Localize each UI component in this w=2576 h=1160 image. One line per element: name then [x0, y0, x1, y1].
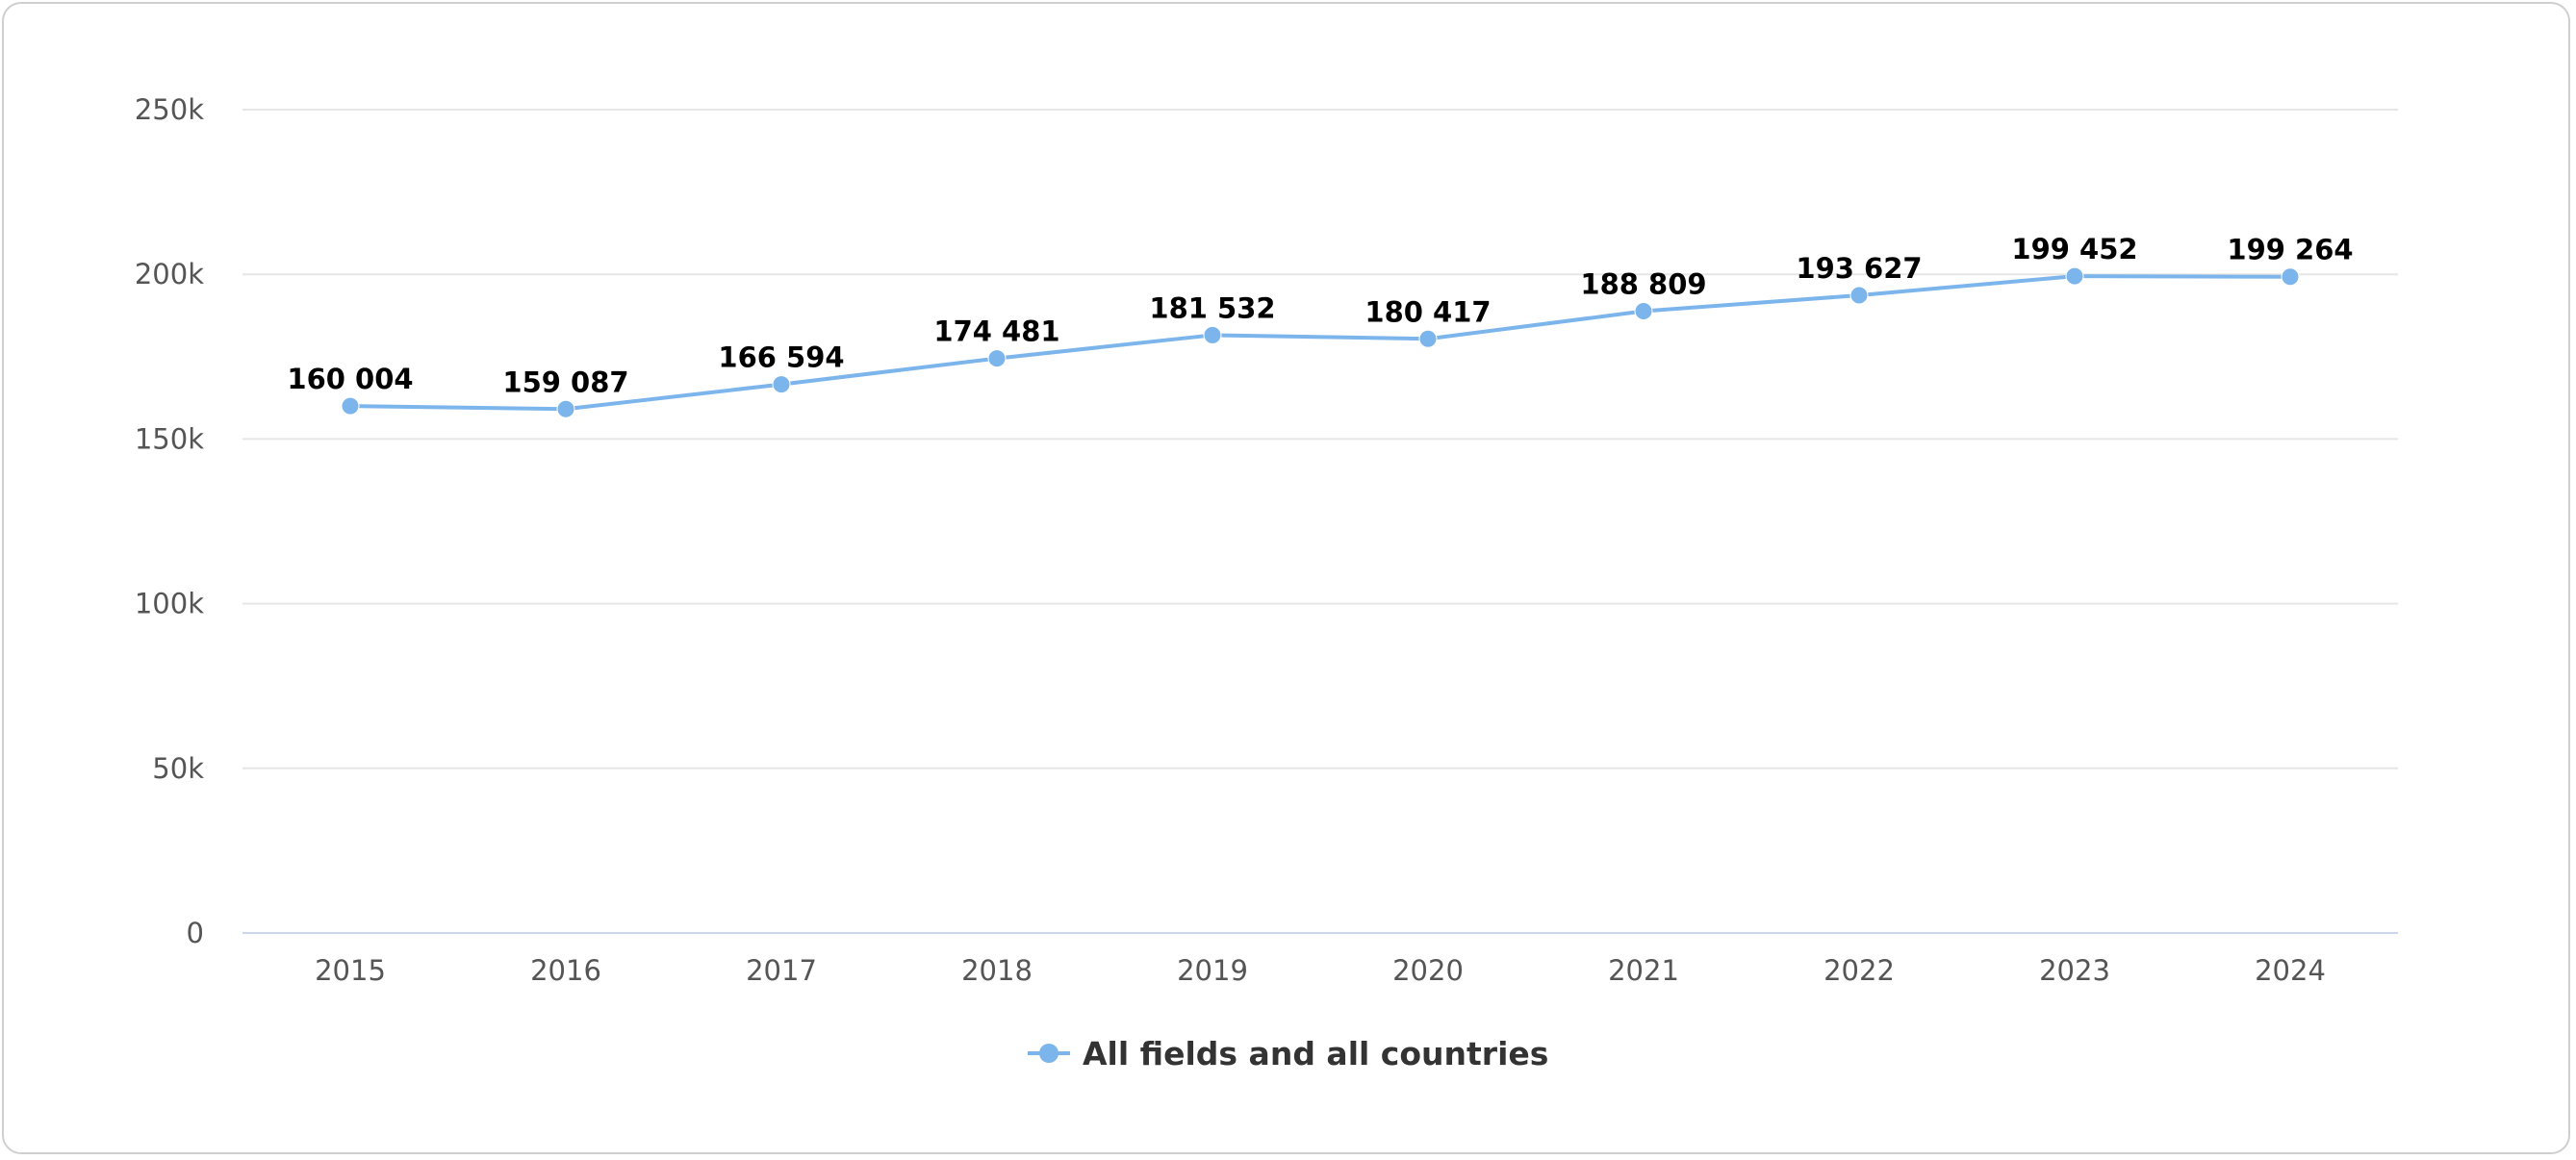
data-point[interactable] [557, 400, 574, 417]
y-tick-label: 150k [135, 422, 204, 455]
y-tick-label: 250k [135, 93, 204, 126]
legend-symbol-marker [1039, 1044, 1058, 1063]
x-tick-label: 2018 [961, 954, 1033, 987]
x-tick-label: 2024 [2255, 954, 2326, 987]
x-tick-label: 2020 [1392, 954, 1464, 987]
data-point[interactable] [1850, 287, 1868, 304]
data-label: 160 004 [287, 363, 413, 395]
series-all-fields [342, 267, 2299, 417]
y-tick-label: 50k [152, 752, 204, 785]
data-label: 159 087 [502, 366, 628, 398]
x-tick-label: 2023 [2039, 954, 2110, 987]
data-point[interactable] [1635, 303, 1652, 320]
data-point[interactable] [773, 376, 790, 393]
y-tick-label: 0 [187, 917, 204, 949]
x-axis-tick-labels: 2015 2016 2017 2018 2019 2020 2021 2022 2023 2024 [315, 954, 2326, 987]
data-label: 181 532 [1149, 291, 1275, 324]
data-point[interactable] [1419, 330, 1437, 347]
data-label: 199 264 [2227, 234, 2353, 266]
x-tick-label: 2019 [1177, 954, 1248, 987]
data-labels: 160 004 159 087 166 594 174 481 181 532 180 4… [287, 233, 2353, 398]
legend[interactable]: All fields and all countries [1028, 1035, 1548, 1072]
data-label: 193 627 [1796, 252, 1922, 285]
x-tick-label: 2021 [1608, 954, 1679, 987]
x-tick-label: 2015 [315, 954, 386, 987]
data-point[interactable] [2066, 267, 2083, 285]
y-axis-tick-labels: 0 50k 100k 150k 200k 250k [135, 93, 204, 949]
x-tick-label: 2017 [746, 954, 817, 987]
data-label: 180 417 [1365, 295, 1491, 328]
data-label: 166 594 [718, 341, 844, 374]
data-point[interactable] [2282, 268, 2299, 286]
data-label: 188 809 [1580, 268, 1706, 301]
x-tick-label: 2016 [530, 954, 601, 987]
y-tick-label: 100k [135, 588, 204, 620]
series-line [350, 276, 2290, 409]
x-tick-label: 2022 [1824, 954, 1895, 987]
data-point[interactable] [1204, 326, 1221, 343]
data-label: 199 452 [2011, 233, 2137, 265]
data-point[interactable] [342, 397, 359, 415]
data-point[interactable] [988, 350, 1006, 367]
y-tick-label: 200k [135, 258, 204, 290]
legend-item-label[interactable]: All fields and all countries [1083, 1035, 1548, 1072]
data-label: 174 481 [933, 315, 1059, 348]
